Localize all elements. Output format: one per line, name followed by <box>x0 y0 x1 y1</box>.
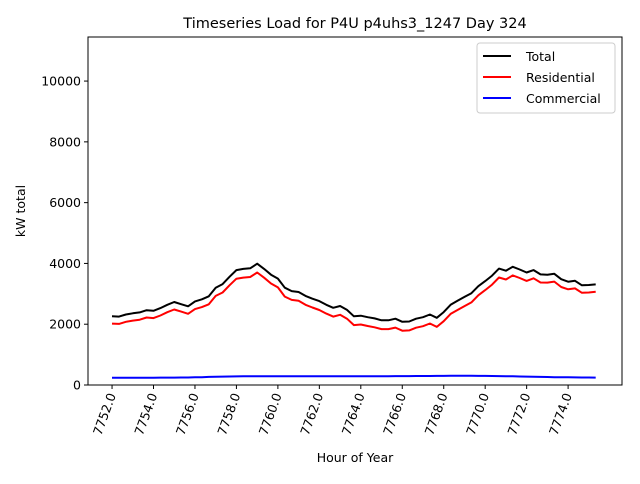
y-tick-label: 0 <box>73 378 81 393</box>
x-tick-label: 7756.0 <box>173 391 202 437</box>
x-axis: 7752.0 7754.0 7756.0 7758.0 7760.0 7762.0 7764… <box>90 385 575 437</box>
series-line-residential <box>111 271 596 332</box>
y-tick-label: 2000 <box>49 317 81 332</box>
y-axis-label: kW total <box>13 185 28 237</box>
y-tick-label: 6000 <box>49 195 81 210</box>
x-tick-label: 7754.0 <box>131 391 160 437</box>
plot-lines <box>111 262 596 379</box>
x-tick-label: 7766.0 <box>380 391 409 437</box>
y-axis: 0 2000 4000 6000 8000 10000 <box>41 74 88 393</box>
x-tick-label: 7760.0 <box>256 391 285 437</box>
chart-title: Timeseries Load for P4U p4uhs3_1247 Day … <box>182 16 526 32</box>
x-tick-label: 7774.0 <box>546 391 575 437</box>
legend-box <box>476 42 616 114</box>
x-tick-label: 7768.0 <box>421 391 450 437</box>
legend: Total Residential Commercial <box>476 42 616 114</box>
legend-label-residential: Residential <box>526 70 595 85</box>
x-axis-label: Hour of Year <box>317 450 394 465</box>
x-tick-label: 7762.0 <box>297 391 326 437</box>
y-tick-label: 4000 <box>49 256 81 271</box>
x-tick-label: 7758.0 <box>214 391 243 437</box>
x-tick-label: 7752.0 <box>90 391 119 437</box>
plot-frame <box>87 36 623 386</box>
x-tick-label: 7772.0 <box>504 391 533 437</box>
series-line-commercial <box>112 374 596 379</box>
legend-label-total: Total <box>525 49 555 64</box>
legend-label-commercial: Commercial <box>526 91 601 106</box>
y-tick-label: 8000 <box>49 134 81 149</box>
series-line-total <box>111 262 596 323</box>
y-tick-label: 10000 <box>41 74 81 89</box>
x-tick-label: 7764.0 <box>339 391 368 437</box>
x-tick-label: 7770.0 <box>463 391 492 437</box>
